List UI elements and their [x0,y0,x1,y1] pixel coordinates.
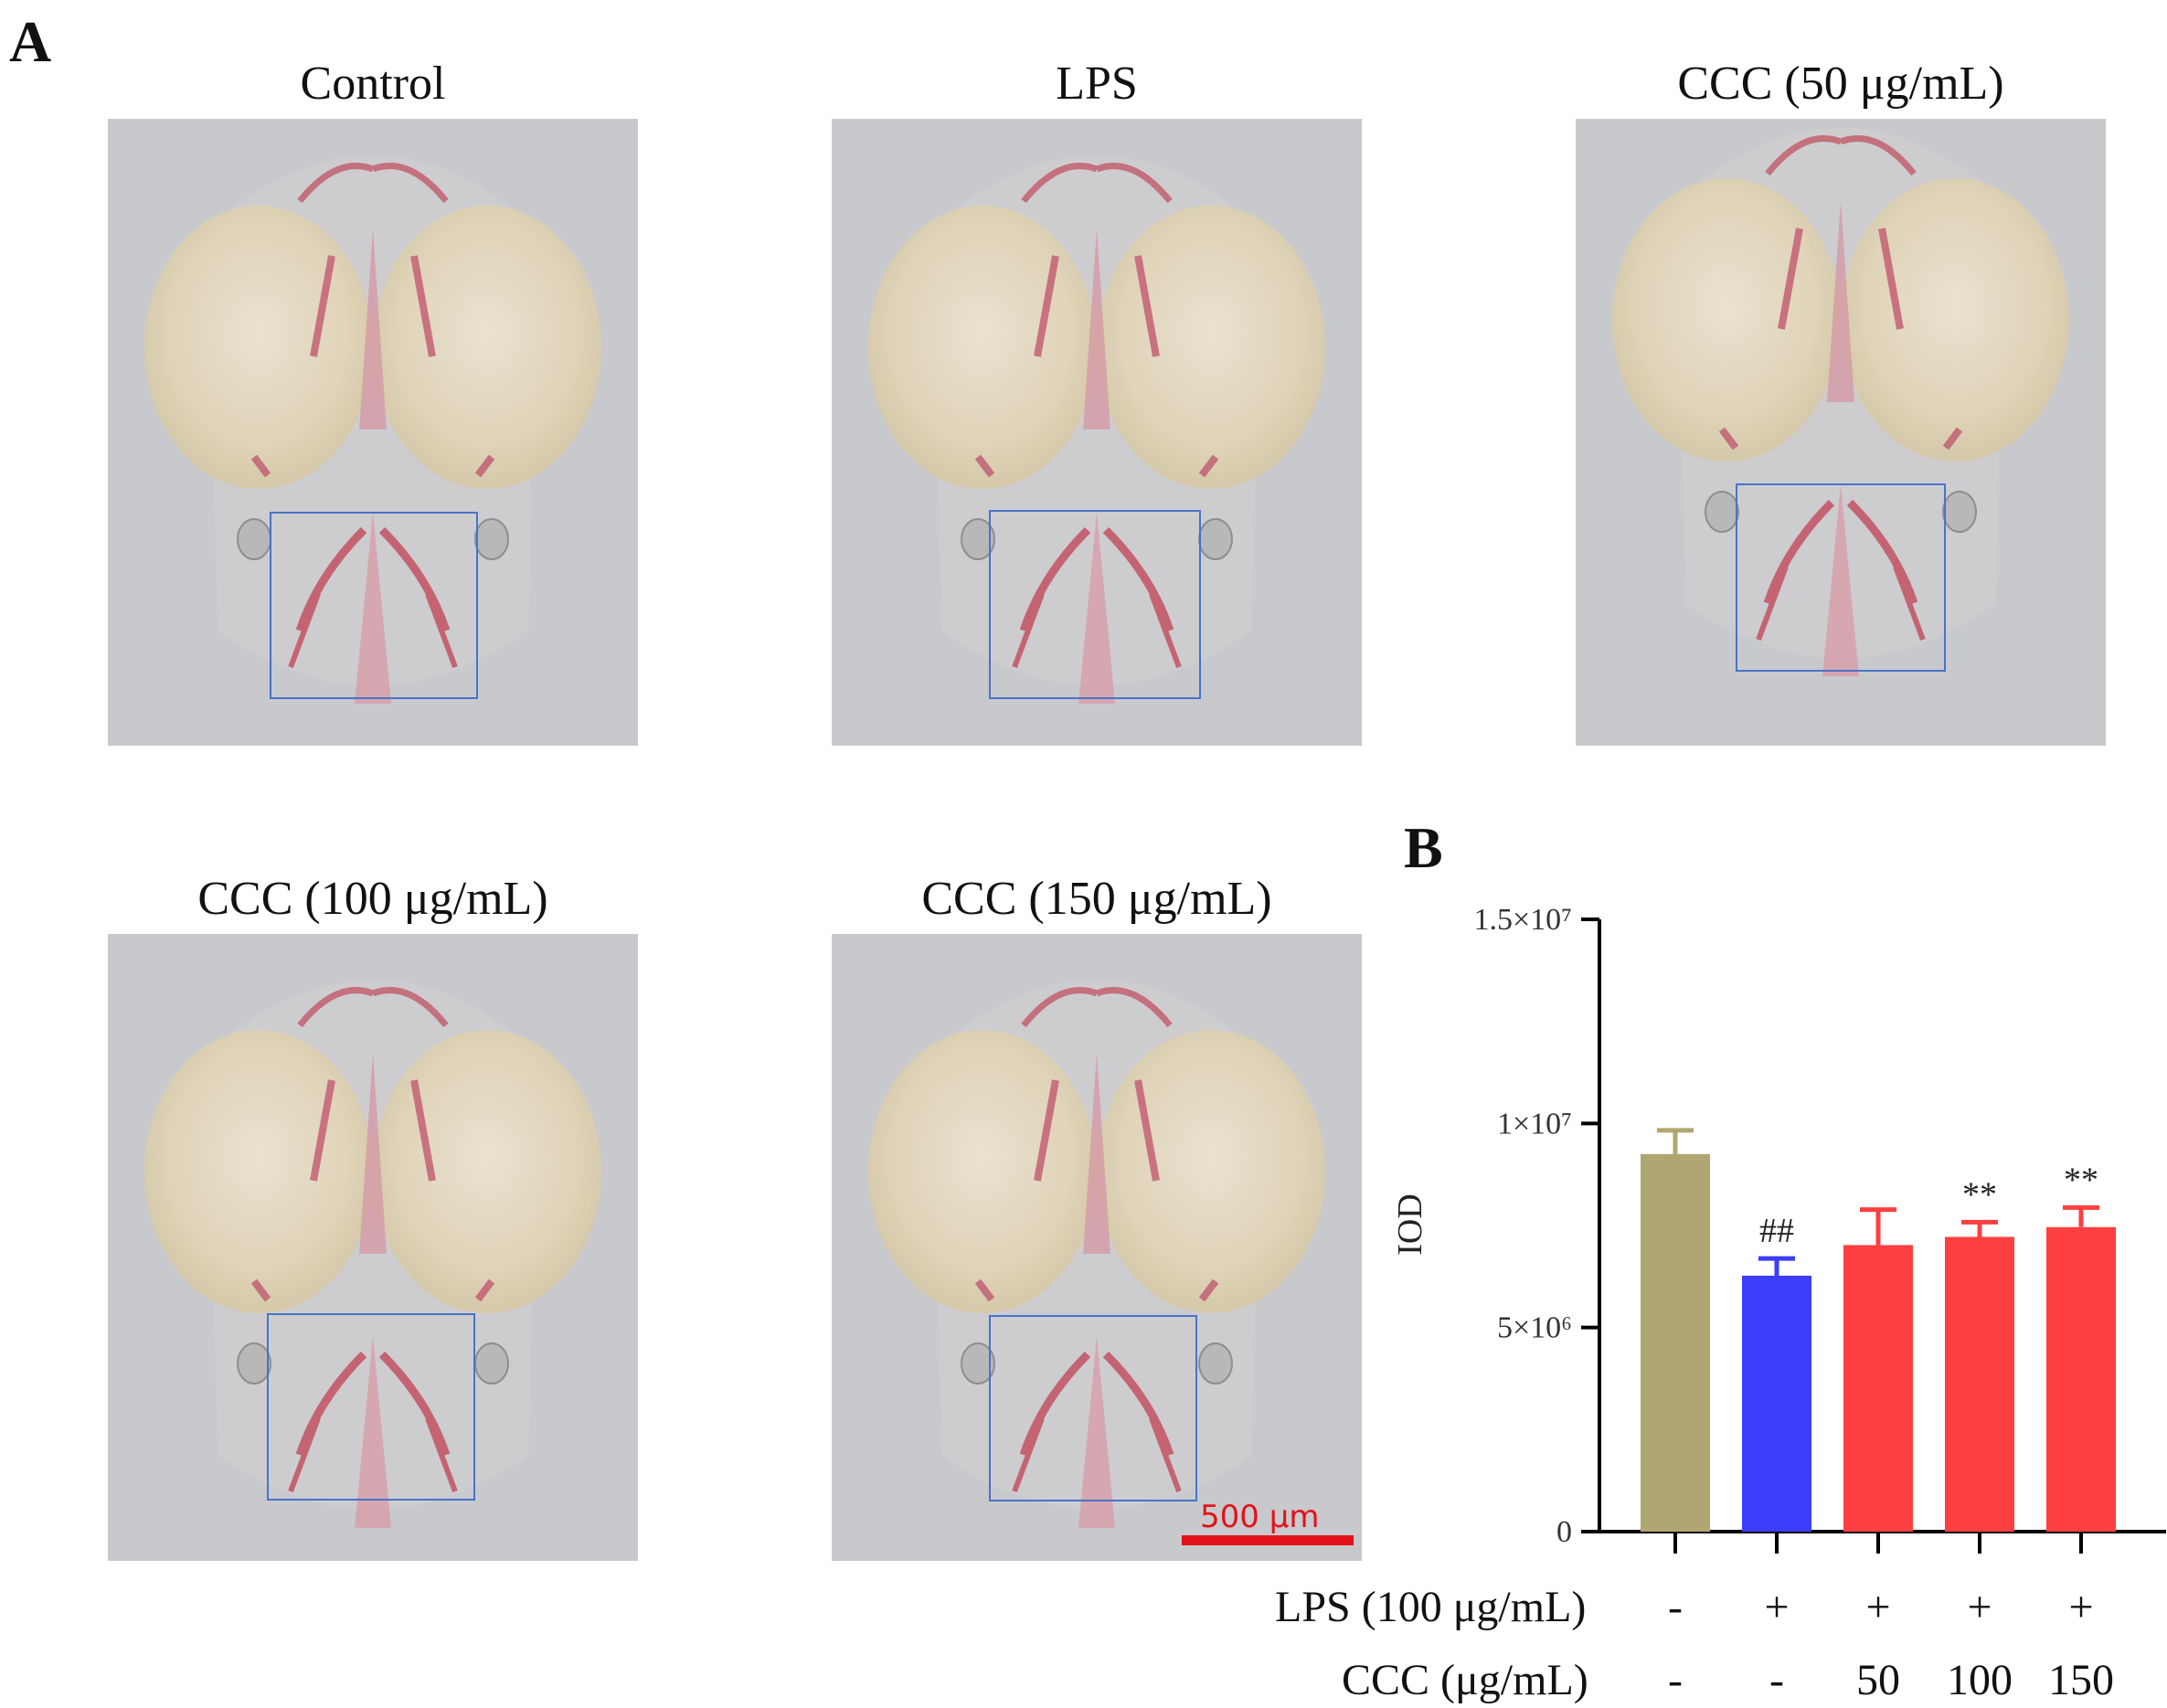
significance-label: ** [2064,1161,2098,1199]
ccc-dose: 100 [1947,1656,2013,1704]
ccc-row-label: CCC (μg/mL) [1342,1656,1588,1704]
title-control: Control [300,58,446,110]
image-lps [832,119,1362,746]
title-ccc-50: CCC (50 μg/mL) [1677,58,2004,110]
image-ccc-150: 500 μm [832,934,1362,1561]
roi-box [989,1315,1197,1501]
panel-b-letter: B [1404,815,1443,880]
y-tick-label: 1.5×10⁷ [1473,903,1572,937]
y-axis-label: IOD [1391,1193,1429,1256]
ccc-dose: 50 [1856,1656,1900,1704]
bar-control [1641,1153,1710,1532]
bar-ccc-150 [2046,1226,2116,1532]
bar-ccc-100 [1945,1236,2014,1532]
roi-box [1736,483,1946,672]
y-tick-label: 5×10⁶ [1497,1311,1572,1345]
panel-a-letter: A [9,9,52,74]
ccc-dose: - [1668,1656,1683,1704]
lps-sign: - [1668,1583,1683,1631]
y-tick-label: 1×10⁷ [1497,1107,1572,1140]
ccc-dose: - [1769,1656,1784,1704]
title-lps: LPS [1056,58,1138,110]
scale-bar-label: 500 μm [1200,1499,1320,1535]
image-control [108,119,638,746]
image-ccc-50 [1576,119,2106,746]
bar-lps [1742,1275,1811,1532]
image-ccc-100 [108,934,638,1561]
roi-box [270,512,478,699]
scale-bar [1182,1535,1354,1545]
y-tick-label: 0 [1556,1515,1572,1549]
significance-label: ## [1759,1212,1794,1250]
lps-sign: + [1764,1583,1790,1631]
significance-label: ** [1962,1175,1997,1214]
bar-ccc-50 [1843,1245,1913,1532]
roi-box [267,1313,475,1501]
lps-row-label: LPS (100 μg/mL) [1275,1583,1587,1631]
lps-sign: + [2068,1583,2094,1631]
title-ccc-100: CCC (100 μg/mL) [197,873,548,925]
lps-sign: + [1967,1583,1992,1631]
title-ccc-150: CCC (150 μg/mL) [921,873,1272,925]
ccc-dose: 150 [2048,1656,2114,1704]
lps-sign: + [1865,1583,1891,1631]
roi-box [989,510,1201,699]
